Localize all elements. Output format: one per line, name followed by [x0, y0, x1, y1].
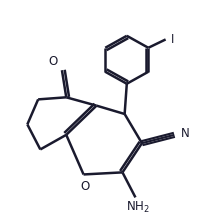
Text: O: O [80, 180, 89, 193]
Text: N: N [181, 127, 190, 140]
Text: O: O [48, 55, 58, 68]
Text: I: I [171, 33, 174, 46]
Text: NH$_2$: NH$_2$ [126, 199, 150, 215]
